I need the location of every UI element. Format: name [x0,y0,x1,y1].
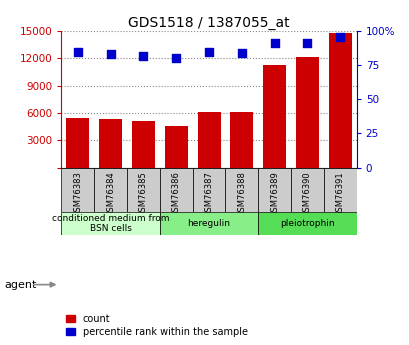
Point [336,34,343,39]
Text: pleiotrophin: pleiotrophin [279,219,334,228]
Text: GSM76385: GSM76385 [139,171,148,217]
Bar [164,126,187,168]
Bar [61,212,160,235]
Bar [132,121,155,168]
Point [140,53,146,58]
Text: conditioned medium from
BSN cells: conditioned medium from BSN cells [52,214,169,233]
Text: GSM76389: GSM76389 [270,171,279,217]
Bar [323,168,356,212]
Bar [66,118,89,168]
Bar [160,168,192,212]
Bar [230,112,253,168]
Bar [94,168,127,212]
Text: GSM76388: GSM76388 [237,171,246,217]
Point [271,41,277,46]
Text: GSM76387: GSM76387 [204,171,213,217]
Legend: count, percentile rank within the sample: count, percentile rank within the sample [66,314,247,337]
Bar [258,212,356,235]
Text: GSM76390: GSM76390 [302,171,311,217]
Text: GSM76383: GSM76383 [73,171,82,217]
Text: GSM76384: GSM76384 [106,171,115,217]
Bar [99,119,122,168]
Bar [160,212,258,235]
Text: heregulin: heregulin [187,219,230,228]
Bar [295,57,318,168]
Point [303,41,310,46]
Point [205,49,212,54]
Text: GSM76391: GSM76391 [335,171,344,217]
Bar [61,168,94,212]
Bar [197,112,220,168]
Bar [263,65,285,168]
Bar [290,168,323,212]
Point [74,49,81,54]
Bar [328,33,351,168]
Text: agent: agent [4,280,36,289]
Text: GSM76386: GSM76386 [171,171,180,217]
Point [173,56,179,61]
Point [107,51,114,57]
Point [238,50,245,56]
Title: GDS1518 / 1387055_at: GDS1518 / 1387055_at [128,16,289,30]
Bar [225,168,258,212]
Bar [258,168,290,212]
Bar [127,168,160,212]
Bar [192,168,225,212]
